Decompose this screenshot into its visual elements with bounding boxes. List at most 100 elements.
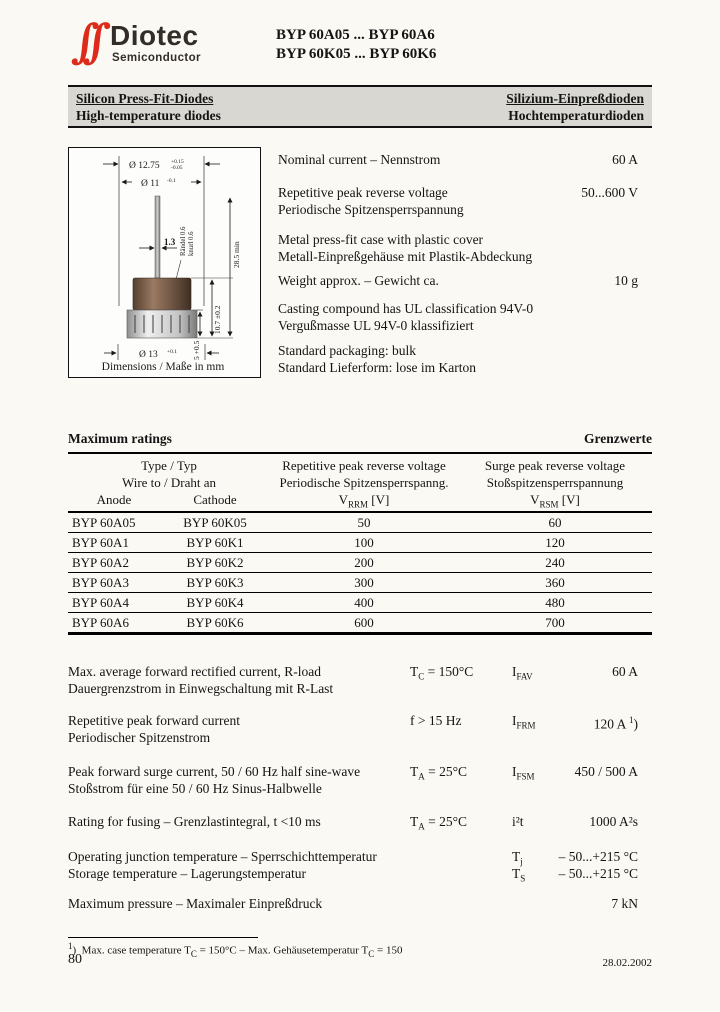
- dim-case-tol-plus: +0.15: [171, 159, 184, 165]
- table-row: BYP 60A3 BYP 60K3 300 360: [68, 573, 652, 593]
- cell-anode: BYP 60A2: [72, 555, 129, 570]
- char-label-en: Maximum pressure – Maximaler Einpreßdruc…: [68, 896, 323, 911]
- cell-cathode: BYP 60K2: [186, 555, 244, 570]
- feature-value: 50...600 V: [581, 185, 638, 200]
- banner-de-sub: Hochtemperaturdioden: [508, 108, 644, 123]
- banner-en-sub: High-temperature diodes: [76, 108, 221, 123]
- value: 120 A: [593, 716, 629, 732]
- sym-sub: FAV: [516, 671, 533, 682]
- feature-text-en: Metal press-fit case with plastic cover: [278, 232, 484, 247]
- sym-base: I: [512, 713, 517, 728]
- rule: [68, 452, 652, 454]
- feature-text-de: Vergußmasse UL 94V-0 klassifiziert: [278, 318, 474, 333]
- cond-base: T: [410, 814, 419, 829]
- unit: [V]: [371, 492, 390, 507]
- part-range-a: BYP 60A05 ... BYP 60A6: [276, 27, 435, 43]
- char-row-pressure: Maximum pressure – Maximaler Einpreßdruc…: [68, 895, 638, 912]
- col-header-wire: Wire to / Draht an: [121, 475, 217, 490]
- cell-vrrm: 50: [357, 515, 371, 530]
- feature-text-en: Casting compound has UL classification 9…: [278, 301, 534, 316]
- cell-anode: BYP 60A6: [72, 615, 129, 630]
- banner-german: Silizium-Einpreßdioden Hochtemperaturdio…: [506, 90, 644, 123]
- cell-vrsm: 240: [545, 555, 565, 570]
- feature-text-de: Metall-Einpreßgehäuse mit Plastik-Abdeck…: [278, 249, 533, 264]
- cond-base: T: [410, 664, 419, 679]
- char-symbol: IFRM: [512, 712, 536, 735]
- cond-rest: = 25°C: [424, 764, 468, 779]
- dim-knurl-height: 5 +0.5: [192, 341, 201, 360]
- cell-cathode: BYP 60K05: [183, 515, 247, 530]
- section-title-en: Maximum ratings: [68, 431, 172, 446]
- cell-vrsm: 120: [545, 535, 565, 550]
- char-label-en: Rating for fusing – Grenzlastintegral, t…: [68, 814, 321, 829]
- feature-text-de: Periodische Spitzensperrspannung: [278, 202, 464, 217]
- char-value: 7 kN: [611, 896, 638, 911]
- dim-lead-length: 28.5 min: [232, 241, 241, 268]
- cell-vrrm: 200: [354, 555, 374, 570]
- drawing-caption: Dimensions / Maße in mm: [102, 361, 225, 373]
- revision-date: 28.02.2002: [602, 957, 653, 969]
- feature-text: Weight approx. – Gewicht ca.: [278, 273, 439, 288]
- char-condition: TA = 25°C: [410, 813, 467, 836]
- cell-vrsm: 360: [545, 575, 565, 590]
- char-row-i2t: Rating for fusing – Grenzlastintegral, t…: [68, 813, 638, 832]
- char-symbol: TS: [512, 865, 525, 888]
- plastic-cover: [132, 277, 192, 311]
- char-condition: f > 15 Hz: [410, 713, 462, 728]
- footnote-text: = 150°C – Max. Gehäusetemperatur T: [196, 944, 369, 957]
- char-value: 1000 A²s: [589, 814, 638, 829]
- char-value: 450 / 500 A: [574, 764, 638, 779]
- lead-wire: [154, 195, 161, 279]
- char-label-en: Repetitive peak forward current: [68, 713, 241, 728]
- col-header-vrsm-en: Surge peak reverse voltage: [484, 458, 626, 473]
- sym-base: T: [512, 866, 521, 881]
- dim-lead-diameter: 1.3: [164, 237, 176, 247]
- char-condition: TA = 25°C: [410, 763, 467, 786]
- cond-rest: = 150°C: [424, 664, 474, 679]
- dim-body-tol: -0.1: [167, 178, 176, 184]
- sym-sub: j: [520, 856, 523, 867]
- feature-packaging: Standard packaging: bulk Standard Liefer…: [278, 342, 638, 376]
- col-header-vrrm-de: Periodische Spitzensperrspanng.: [279, 475, 449, 490]
- cell-cathode: BYP 60K4: [186, 595, 244, 610]
- char-symbol: IFSM: [512, 763, 535, 786]
- cell-cathode: BYP 60K6: [186, 615, 244, 630]
- rule: [68, 511, 652, 513]
- char-label-en: Storage temperature – Lagerungstemperatu…: [68, 866, 307, 881]
- char-row-ifrm: Repetitive peak forward current Periodis…: [68, 712, 638, 746]
- cell-cathode: BYP 60K3: [186, 575, 244, 590]
- banner-english: Silicon Press-Fit-Diodes High-temperatur…: [76, 90, 221, 123]
- footnote-marker: 1: [629, 715, 634, 725]
- feature-vrrm: Repetitive peak reverse voltage Periodis…: [278, 184, 638, 218]
- feature-ul: Casting compound has UL classification 9…: [278, 300, 638, 334]
- value-end: ): [633, 716, 639, 732]
- cell-anode: BYP 60A3: [72, 575, 129, 590]
- table-row: BYP 60A4 BYP 60K4 400 480: [68, 593, 652, 613]
- part-number-title: BYP 60A05 ... BYP 60A6 BYP 60K05 ... BYP…: [276, 26, 436, 64]
- package-drawing-svg: Ø 12.75 +0.15 -0.05 Ø 11 -0.1 1.3 Rändel…: [102, 156, 241, 373]
- dim-body-diameter: Ø 11: [141, 179, 160, 189]
- feature-case: Metal press-fit case with plastic cover …: [278, 231, 638, 265]
- brand-subtitle: Semiconductor: [112, 52, 201, 64]
- knurl-note-en: knurl 0.6: [188, 231, 195, 256]
- feature-text-en: Standard packaging: bulk: [278, 343, 416, 358]
- dim-case-diameter: Ø 12.75: [129, 161, 160, 171]
- feature-text-en: Repetitive peak reverse voltage: [278, 185, 448, 200]
- title-banner: Silicon Press-Fit-Diodes High-temperatur…: [68, 85, 652, 128]
- unit: [V]: [561, 492, 580, 507]
- cell-vrsm: 700: [545, 615, 565, 630]
- cond-sub: C: [418, 671, 425, 682]
- col-header-vrsm-de: Stoßspitzensperrspannung: [486, 475, 624, 490]
- feature-nominal-current: Nominal current – Nennstrom 60 A: [278, 151, 638, 168]
- char-label-de: Dauergrenzstrom in Einwegschaltung mit R…: [68, 681, 334, 696]
- feature-value: 60 A: [612, 152, 638, 167]
- cond-rest: = 25°C: [424, 814, 468, 829]
- cell-vrrm: 600: [354, 615, 374, 630]
- char-row-ifsm: Peak forward surge current, 50 / 60 Hz h…: [68, 763, 638, 797]
- part-range-k: BYP 60K05 ... BYP 60K6: [276, 46, 437, 62]
- ratings-table-body: BYP 60A05 BYP 60K05 50 60 BYP 60A1 BYP 6…: [68, 513, 652, 635]
- col-header-vrsm-symbol: VRSM [V]: [458, 491, 652, 514]
- footnote-rule: [68, 937, 258, 938]
- sym-sub: S: [520, 873, 526, 884]
- page-number: 80: [68, 952, 82, 967]
